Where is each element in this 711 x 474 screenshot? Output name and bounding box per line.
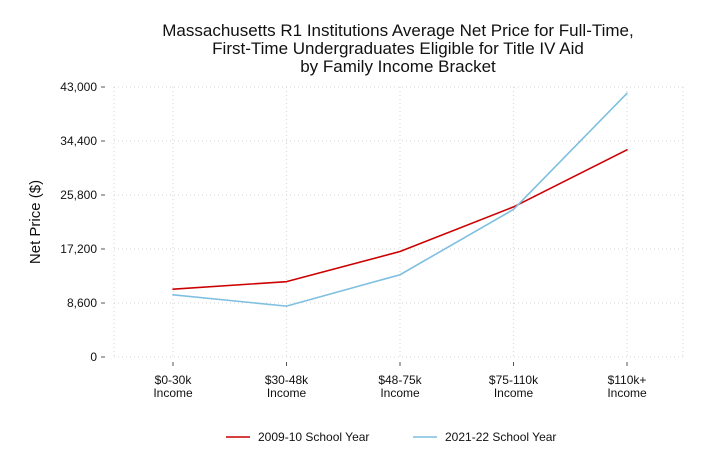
legend: 2009-10 School Year 2021-22 School Year <box>226 430 556 444</box>
x-axis: $0-30kIncome$30-48kIncome$48-75kIncome$7… <box>153 362 647 400</box>
y-axis: 0 8,600 17,200 25,800 34,400 43,000 <box>60 80 105 364</box>
x-tick-label: $110k+ <box>608 373 647 387</box>
x-tick-label: $0-30k <box>155 373 193 387</box>
legend-label-2: 2021-22 School Year <box>445 430 556 444</box>
x-tick-label: Income <box>153 386 193 400</box>
chart-title-line-1: Massachusetts R1 Institutions Average Ne… <box>162 21 633 40</box>
y-tick-label: 25,800 <box>60 188 97 202</box>
x-tick-label: $48-75k <box>378 373 422 387</box>
y-tick-label: 43,000 <box>60 80 97 94</box>
legend-label-1: 2009-10 School Year <box>258 430 369 444</box>
series-line-2 <box>172 92 628 307</box>
x-tick-label: Income <box>380 386 420 400</box>
x-tick-label: $75-110k <box>489 373 539 387</box>
chart-title: Massachusetts R1 Institutions Average Ne… <box>162 21 633 76</box>
x-tick-label: Income <box>494 386 534 400</box>
chart-title-line-2: First-Time Undergraduates Eligible for T… <box>212 39 584 58</box>
y-tick-label: 0 <box>90 350 97 364</box>
x-tick-label: Income <box>607 386 647 400</box>
y-tick-label: 8,600 <box>67 296 97 310</box>
series-line-1 <box>172 148 628 290</box>
series-lines <box>172 92 628 307</box>
chart-title-line-3: by Family Income Bracket <box>300 57 496 76</box>
y-tick-label: 34,400 <box>60 134 97 148</box>
x-tick-label: Income <box>267 386 307 400</box>
y-axis-title: Net Price ($) <box>27 180 44 264</box>
y-tick-label: 17,200 <box>60 242 97 256</box>
x-tick-label: $30-48k <box>265 373 309 387</box>
gridlines <box>113 86 684 358</box>
